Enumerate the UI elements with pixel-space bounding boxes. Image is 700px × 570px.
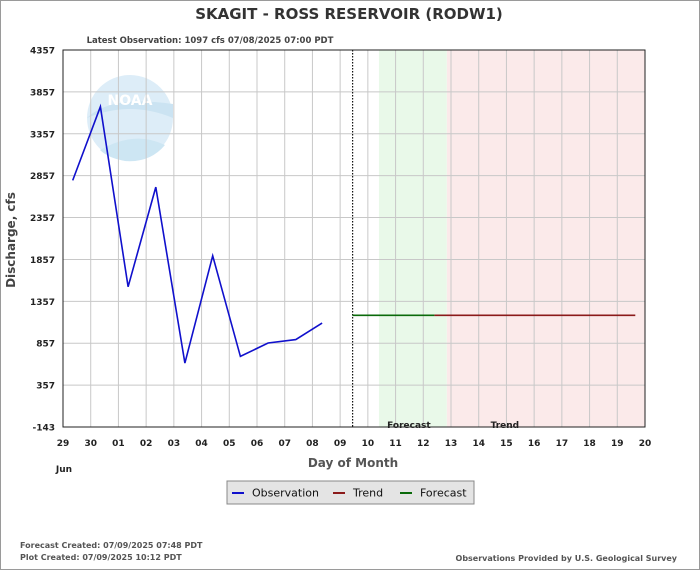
forecast-created-text: Forecast Created: 07/09/2025 07:48 PDT	[20, 541, 203, 550]
legend: Observation Trend Forecast	[226, 480, 475, 505]
noaa-logo: NOAA	[87, 75, 173, 162]
x-tick-label: 14	[472, 439, 485, 449]
y-tick-label: 1357	[30, 298, 55, 308]
observation-series-line	[71, 103, 323, 364]
y-tick-label: -143	[32, 424, 55, 434]
x-tick-label: 11	[389, 439, 402, 449]
x-tick-label: 06	[251, 439, 264, 449]
x-tick-label: 20	[639, 439, 652, 449]
x-tick-label: 17	[556, 439, 569, 449]
y-tick-label: 4357	[30, 47, 55, 57]
x-tick-label: 18	[583, 439, 596, 449]
month-label: Jun	[55, 465, 72, 475]
plot-created-text: Plot Created: 07/09/2025 10:12 PDT	[20, 553, 182, 562]
y-tick-label: 857	[36, 340, 55, 350]
y-tick-label: 2357	[30, 214, 55, 224]
y-tick-label: 2857	[30, 172, 55, 182]
legend-label-observation: Observation	[252, 487, 319, 500]
y-tick-label: 357	[36, 382, 55, 392]
x-axis-label: Day of Month	[308, 456, 398, 470]
x-tick-label: 05	[223, 439, 236, 449]
x-tick-label: 13	[445, 439, 458, 449]
x-tick-label: 16	[528, 439, 541, 449]
x-tick-label: 15	[500, 439, 513, 449]
forecast-region-label: Forecast	[387, 421, 431, 431]
legend-label-trend: Trend	[352, 487, 383, 500]
x-tick-label: 10	[362, 439, 375, 449]
forecast-region	[378, 50, 447, 427]
x-tick-label: 30	[84, 439, 97, 449]
x-tick-label: 08	[306, 439, 319, 449]
x-tick-label: 29	[57, 439, 70, 449]
x-tick-label: 01	[112, 439, 125, 449]
y-tick-label: 3357	[30, 130, 55, 140]
x-tick-label: 04	[195, 439, 208, 449]
x-tick-label: 09	[334, 439, 347, 449]
legend-box	[226, 480, 475, 505]
x-tick-label: 12	[417, 439, 430, 449]
latest-observation-text: Latest Observation: 1097 cfs 07/08/2025 …	[87, 36, 334, 46]
y-axis-label: Discharge, cfs	[4, 192, 18, 288]
legend-label-forecast: Forecast	[420, 487, 467, 500]
trend-region-label: Trend	[491, 421, 520, 431]
trend-region	[446, 50, 645, 427]
x-tick-label: 19	[611, 439, 624, 449]
chart-title: SKAGIT - ROSS RESERVOIR (RODW1)	[195, 5, 503, 23]
y-tick-label: 1857	[30, 256, 55, 266]
x-tick-label: 02	[140, 439, 153, 449]
y-tick-label: 3857	[30, 88, 55, 98]
plot-border	[62, 49, 646, 428]
source-credit-text: Observations Provided by U.S. Geological…	[456, 554, 678, 563]
x-tick-label: 07	[278, 439, 291, 449]
x-tick-label: 03	[168, 439, 181, 449]
